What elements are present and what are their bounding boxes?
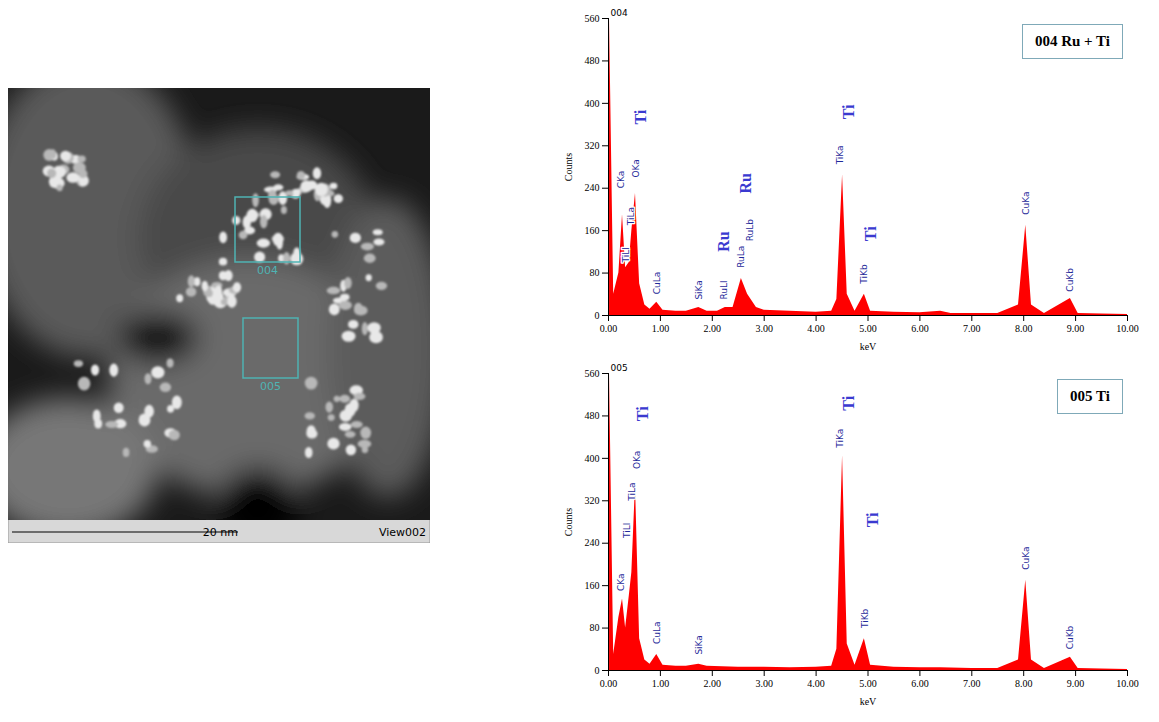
svg-text:Counts: Counts	[563, 508, 574, 536]
svg-text:5.00: 5.00	[859, 678, 877, 689]
svg-text:CuLa: CuLa	[652, 621, 662, 644]
svg-text:CuKa: CuKa	[1021, 546, 1031, 569]
svg-text:004: 004	[611, 8, 628, 18]
svg-text:View002: View002	[379, 526, 426, 539]
svg-text:TiLa: TiLa	[626, 207, 636, 226]
svg-text:CKa: CKa	[616, 171, 626, 189]
svg-text:9.00: 9.00	[1067, 678, 1085, 689]
svg-text:005: 005	[260, 380, 281, 393]
svg-text:4.00: 4.00	[807, 323, 825, 334]
svg-text:TiKb: TiKb	[859, 264, 869, 285]
svg-text:004: 004	[257, 264, 278, 277]
svg-text:320: 320	[585, 495, 600, 506]
svg-text:0.00: 0.00	[600, 678, 618, 689]
svg-text:7.00: 7.00	[963, 323, 981, 334]
svg-text:320: 320	[585, 140, 600, 151]
svg-text:TiKa: TiKa	[835, 145, 845, 165]
svg-text:Ti: Ti	[840, 395, 857, 410]
svg-text:005: 005	[611, 363, 628, 373]
svg-text:480: 480	[585, 410, 600, 421]
svg-text:TiLl: TiLl	[621, 247, 631, 263]
svg-text:TiLa: TiLa	[627, 483, 637, 502]
svg-text:240: 240	[585, 537, 600, 548]
svg-text:10.00: 10.00	[1116, 323, 1139, 334]
svg-text:RuLb: RuLb	[745, 219, 755, 242]
svg-text:5.00: 5.00	[859, 323, 877, 334]
svg-text:1.00: 1.00	[652, 678, 670, 689]
svg-text:400: 400	[585, 453, 600, 464]
svg-text:8.00: 8.00	[1015, 678, 1032, 689]
svg-text:OKa: OKa	[632, 451, 642, 469]
svg-text:TiLl: TiLl	[622, 523, 632, 539]
svg-text:SiKa: SiKa	[694, 280, 704, 299]
svg-text:400: 400	[585, 98, 600, 109]
svg-text:CuKb: CuKb	[1065, 625, 1075, 649]
svg-text:TiKa: TiKa	[835, 429, 845, 449]
svg-text:10.00: 10.00	[1116, 678, 1139, 689]
svg-text:480: 480	[585, 55, 600, 66]
svg-text:0: 0	[595, 665, 600, 676]
svg-text:3.00: 3.00	[755, 323, 773, 334]
svg-text:0.00: 0.00	[600, 323, 618, 334]
svg-text:560: 560	[585, 13, 600, 24]
svg-text:0: 0	[595, 310, 600, 321]
svg-text:1.00: 1.00	[652, 323, 670, 334]
svg-text:Counts: Counts	[563, 153, 574, 181]
svg-text:CuKa: CuKa	[1021, 191, 1031, 214]
svg-text:6.00: 6.00	[911, 678, 929, 689]
svg-text:keV: keV	[860, 341, 877, 352]
svg-text:CKa: CKa	[616, 573, 626, 591]
svg-text:keV: keV	[860, 696, 877, 707]
svg-text:CuKb: CuKb	[1065, 268, 1075, 292]
html-text:004 Ru + Ti: 004 Ru + Ti	[1034, 33, 1110, 49]
svg-text:2.00: 2.00	[704, 678, 722, 689]
svg-text:Ru: Ru	[737, 173, 754, 194]
svg-text:RuLa: RuLa	[736, 246, 746, 268]
svg-text:8.00: 8.00	[1015, 323, 1032, 334]
svg-text:240: 240	[585, 182, 600, 193]
svg-text:Ti: Ti	[840, 104, 857, 119]
svg-text:9.00: 9.00	[1067, 323, 1085, 334]
svg-text:6.00: 6.00	[911, 323, 929, 334]
svg-text:CuLa: CuLa	[652, 272, 662, 295]
svg-text:RuLl: RuLl	[719, 281, 729, 300]
svg-text:7.00: 7.00	[963, 678, 981, 689]
svg-text:OKa: OKa	[631, 159, 641, 177]
svg-text:160: 160	[585, 580, 600, 591]
svg-text:20 nm: 20 nm	[203, 526, 238, 539]
svg-text:80: 80	[590, 622, 600, 633]
svg-text:Ru: Ru	[715, 231, 732, 252]
svg-text:Ti: Ti	[864, 512, 881, 527]
svg-text:160: 160	[585, 225, 600, 236]
html-text:005 Ti: 005 Ti	[1070, 388, 1110, 404]
svg-text:3.00: 3.00	[755, 678, 773, 689]
svg-text:Ti: Ti	[634, 406, 651, 421]
svg-text:4.00: 4.00	[807, 678, 825, 689]
svg-text:TiKb: TiKb	[860, 608, 870, 629]
svg-text:Ti: Ti	[862, 226, 879, 241]
svg-text:560: 560	[585, 368, 600, 379]
svg-text:SiKa: SiKa	[694, 635, 704, 654]
svg-text:Ti: Ti	[632, 109, 649, 124]
svg-text:80: 80	[590, 267, 600, 278]
svg-text:2.00: 2.00	[704, 323, 722, 334]
